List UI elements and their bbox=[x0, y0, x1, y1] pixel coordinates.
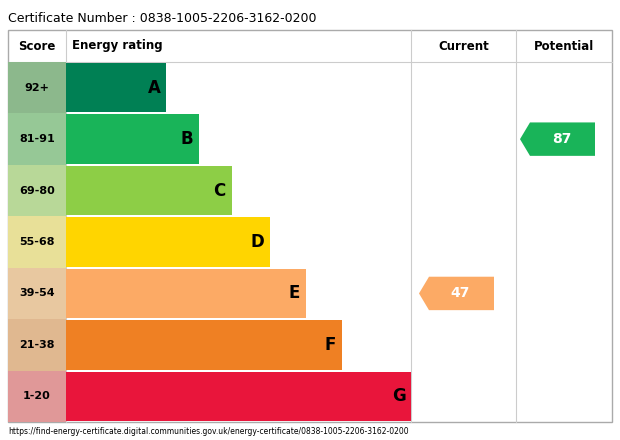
Polygon shape bbox=[419, 277, 494, 310]
Text: 1-20: 1-20 bbox=[23, 391, 51, 401]
Text: https://find-energy-certificate.digital.communities.gov.uk/energy-certificate/08: https://find-energy-certificate.digital.… bbox=[8, 428, 409, 436]
Polygon shape bbox=[520, 122, 595, 156]
Text: 87: 87 bbox=[552, 132, 571, 146]
Bar bbox=[66, 217, 270, 267]
Bar bbox=[8, 114, 66, 165]
Bar bbox=[8, 370, 66, 422]
Bar bbox=[66, 114, 199, 164]
Bar bbox=[8, 319, 66, 370]
Text: B: B bbox=[180, 130, 193, 148]
Text: Potential: Potential bbox=[534, 40, 594, 52]
Text: A: A bbox=[148, 79, 161, 97]
Text: Certificate Number : 0838-1005-2206-3162-0200: Certificate Number : 0838-1005-2206-3162… bbox=[8, 11, 316, 25]
Bar bbox=[8, 216, 66, 268]
Text: 81-91: 81-91 bbox=[19, 134, 55, 144]
Bar bbox=[66, 63, 166, 113]
Text: E: E bbox=[288, 284, 299, 302]
Bar bbox=[66, 269, 306, 318]
Bar bbox=[66, 371, 411, 421]
Text: D: D bbox=[250, 233, 264, 251]
Text: 21-38: 21-38 bbox=[19, 340, 55, 350]
Text: Score: Score bbox=[19, 40, 56, 52]
Text: 55-68: 55-68 bbox=[19, 237, 55, 247]
Bar bbox=[8, 30, 612, 422]
Text: F: F bbox=[324, 336, 335, 354]
Bar bbox=[66, 166, 232, 215]
Text: 69-80: 69-80 bbox=[19, 186, 55, 195]
Text: 39-54: 39-54 bbox=[19, 289, 55, 298]
Text: Current: Current bbox=[438, 40, 489, 52]
Bar bbox=[8, 62, 66, 114]
Bar bbox=[8, 165, 66, 216]
Bar bbox=[8, 268, 66, 319]
Text: Energy rating: Energy rating bbox=[72, 40, 162, 52]
Text: 92+: 92+ bbox=[25, 83, 50, 93]
Text: G: G bbox=[392, 387, 406, 405]
Text: C: C bbox=[213, 182, 226, 200]
Text: 47: 47 bbox=[451, 286, 470, 301]
Bar bbox=[66, 320, 342, 370]
